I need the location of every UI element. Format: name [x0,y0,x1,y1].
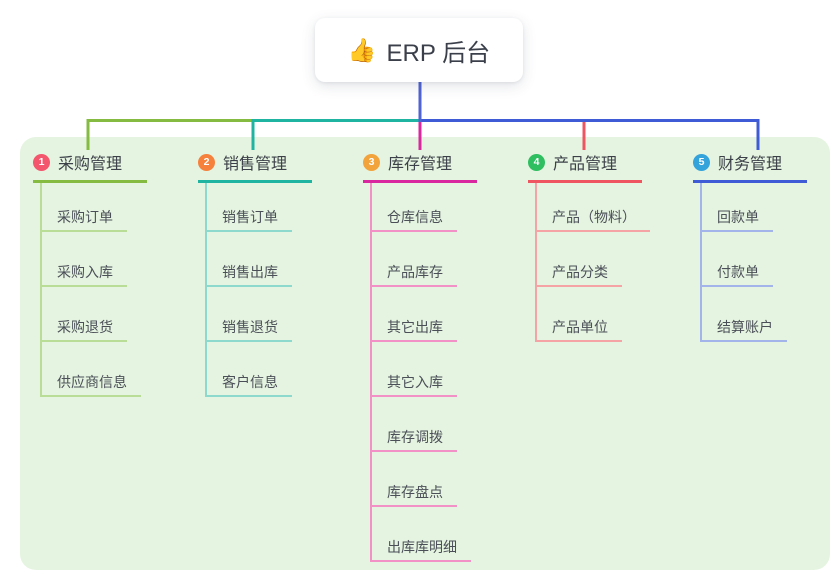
branch-finance-label: 财务管理 [718,156,783,173]
node-product-material[interactable]: 产品（物料） [537,183,650,232]
node-customer-info[interactable]: 客户信息 [207,342,292,397]
node-supplier-info[interactable]: 供应商信息 [42,342,141,397]
root-node-label: ERP 后台 [386,39,491,67]
badge-1: 1 [33,153,50,171]
branches-panel [20,137,830,570]
node-sales-outbound[interactable]: 销售出库 [207,232,292,287]
branch-product: 4 产品管理 产品（物料） 产品分类 产品单位 [528,150,650,342]
node-stock-check[interactable]: 库存盘点 [372,452,457,507]
badge-4: 4 [528,153,545,171]
badge-5: 5 [693,153,710,171]
thumbs-up-icon: 👍 [347,36,377,63]
edge-branch-5 [420,119,760,150]
branch-sales: 2 销售管理 销售订单 销售出库 销售退货 客户信息 [198,150,312,397]
node-product-category[interactable]: 产品分类 [537,232,622,287]
node-other-inbound[interactable]: 其它入库 [372,342,457,397]
badge-3: 3 [363,153,380,171]
node-settlement-account[interactable]: 结算账户 [702,287,787,342]
branch-inventory: 3 库存管理 仓库信息 产品库存 其它出库 其它入库 库存调拨 库存盘点 出库库… [363,150,477,562]
branch-purchase: 1 采购管理 采购订单 采购入库 采购退货 供应商信息 [33,150,147,397]
branch-product-header[interactable]: 4 产品管理 [528,150,642,183]
edge-branch-2 [251,119,420,150]
node-other-outbound[interactable]: 其它出库 [372,287,457,342]
branch-inventory-children: 仓库信息 产品库存 其它出库 其它入库 库存调拨 库存盘点 出库库明细 [370,183,477,562]
node-outbound-detail[interactable]: 出库库明细 [372,507,471,562]
node-warehouse-info[interactable]: 仓库信息 [372,183,457,232]
badge-2: 2 [198,153,215,171]
branch-sales-label: 销售管理 [223,156,288,173]
branch-finance-children: 回款单 付款单 结算账户 [700,183,807,342]
node-purchase-return[interactable]: 采购退货 [42,287,127,342]
branch-finance-header[interactable]: 5 财务管理 [693,150,807,183]
node-sales-order[interactable]: 销售订单 [207,183,292,232]
node-purchase-order[interactable]: 采购订单 [42,183,127,232]
node-purchase-inbound[interactable]: 采购入库 [42,232,127,287]
node-stock-transfer[interactable]: 库存调拨 [372,397,457,452]
branch-sales-header[interactable]: 2 销售管理 [198,150,312,183]
branch-inventory-header[interactable]: 3 库存管理 [363,150,477,183]
root-node[interactable]: 👍 ERP 后台 [315,18,523,82]
branch-finance: 5 财务管理 回款单 付款单 结算账户 [693,150,807,342]
node-payment-bill[interactable]: 付款单 [702,232,773,287]
node-product-stock[interactable]: 产品库存 [372,232,457,287]
branch-purchase-header[interactable]: 1 采购管理 [33,150,147,183]
node-receipt-bill[interactable]: 回款单 [702,183,773,232]
node-product-unit[interactable]: 产品单位 [537,287,622,342]
branch-purchase-children: 采购订单 采购入库 采购退货 供应商信息 [40,183,147,397]
node-sales-return[interactable]: 销售退货 [207,287,292,342]
branch-inventory-label: 库存管理 [388,156,453,173]
branch-purchase-label: 采购管理 [58,156,123,173]
branch-sales-children: 销售订单 销售出库 销售退货 客户信息 [205,183,312,397]
branch-product-label: 产品管理 [553,156,618,173]
branch-product-children: 产品（物料） 产品分类 产品单位 [535,183,650,342]
